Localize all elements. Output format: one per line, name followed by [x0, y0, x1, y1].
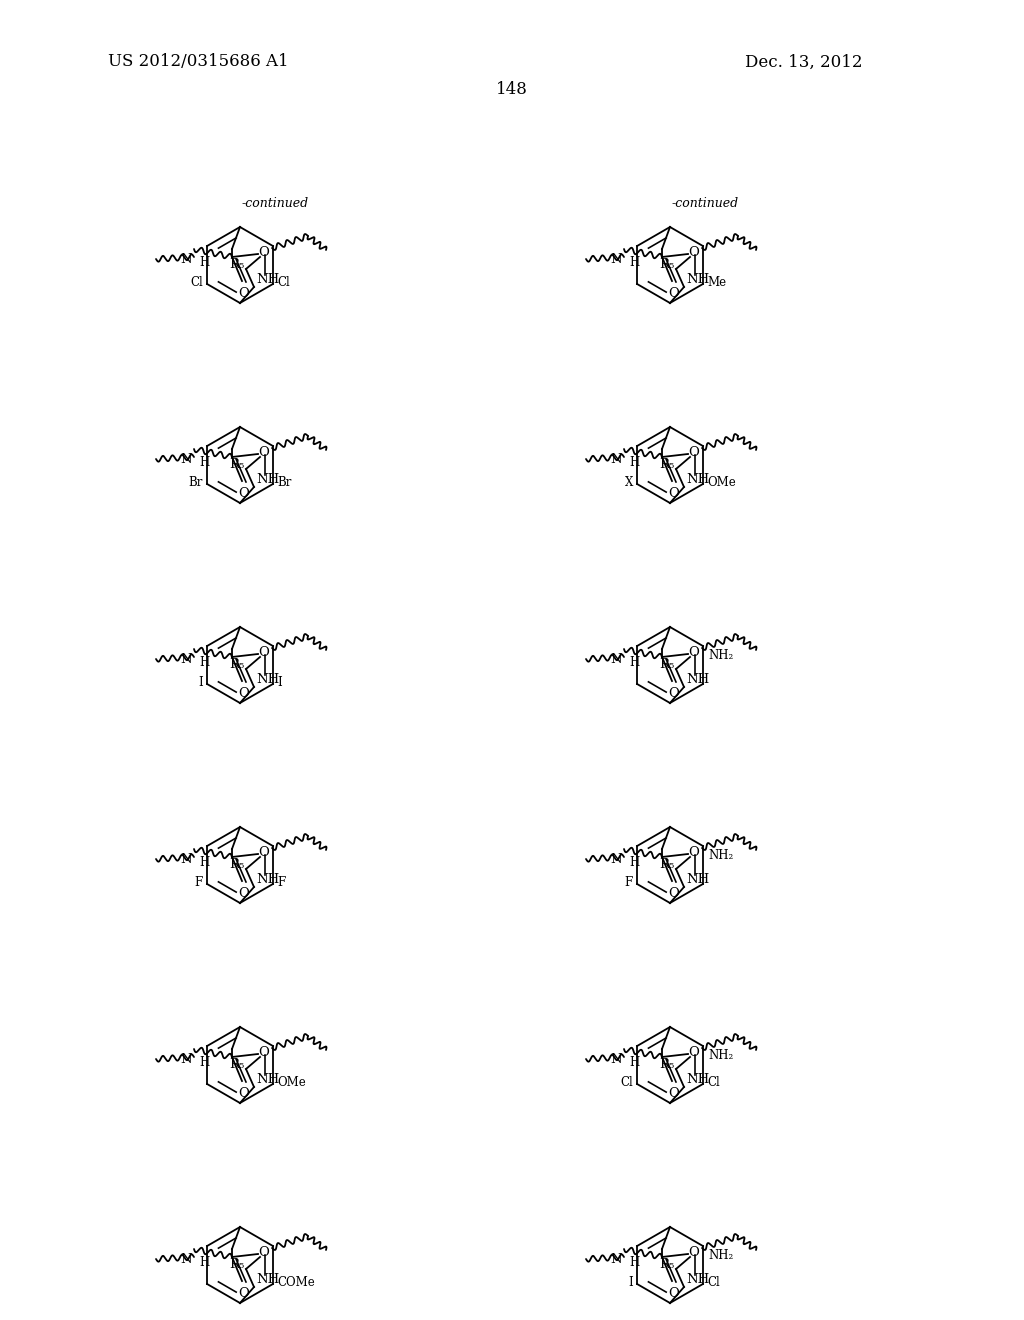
Text: R₅: R₅: [228, 858, 244, 871]
Text: Cl: Cl: [276, 276, 290, 289]
Text: NH: NH: [686, 273, 710, 286]
Text: NH: NH: [256, 873, 280, 886]
Text: H: H: [629, 1257, 639, 1269]
Text: NH: NH: [256, 473, 280, 486]
Text: Dec. 13, 2012: Dec. 13, 2012: [745, 54, 862, 70]
Text: N: N: [180, 1053, 193, 1067]
Text: Me: Me: [707, 276, 726, 289]
Text: H: H: [199, 256, 209, 269]
Text: O: O: [239, 286, 250, 300]
Text: NH₂: NH₂: [708, 1049, 733, 1063]
Text: -continued: -continued: [672, 197, 738, 210]
Text: N: N: [180, 853, 193, 866]
Text: R₅: R₅: [228, 1059, 244, 1071]
Text: N: N: [180, 453, 193, 466]
Text: N: N: [180, 653, 193, 667]
Text: H: H: [629, 1056, 639, 1069]
Text: N: N: [610, 653, 622, 667]
Text: R₅: R₅: [658, 458, 674, 471]
Text: Br: Br: [188, 475, 203, 488]
Text: Cl: Cl: [621, 1076, 633, 1089]
Text: Cl: Cl: [707, 1076, 720, 1089]
Text: NH₂: NH₂: [708, 849, 733, 862]
Text: H: H: [199, 855, 209, 869]
Text: O: O: [688, 645, 699, 659]
Text: NH: NH: [686, 1272, 710, 1286]
Text: H: H: [629, 455, 639, 469]
Text: R₅: R₅: [658, 858, 674, 871]
Text: R₅: R₅: [228, 657, 244, 671]
Text: O: O: [239, 1287, 250, 1300]
Text: NH: NH: [256, 673, 280, 686]
Text: O: O: [669, 1287, 680, 1300]
Text: O: O: [239, 487, 250, 500]
Text: H: H: [629, 256, 639, 269]
Text: O: O: [688, 246, 699, 259]
Text: O: O: [688, 1246, 699, 1258]
Text: O: O: [259, 446, 269, 458]
Text: O: O: [259, 1045, 269, 1059]
Text: OMe: OMe: [707, 475, 735, 488]
Text: US 2012/0315686 A1: US 2012/0315686 A1: [108, 54, 289, 70]
Text: R₅: R₅: [658, 257, 674, 271]
Text: O: O: [239, 887, 250, 900]
Text: I: I: [276, 676, 282, 689]
Text: O: O: [669, 487, 680, 500]
Text: O: O: [669, 686, 680, 700]
Text: -continued: -continued: [242, 197, 308, 210]
Text: N: N: [610, 853, 622, 866]
Text: H: H: [199, 1257, 209, 1269]
Text: O: O: [688, 1045, 699, 1059]
Text: N: N: [610, 453, 622, 466]
Text: NH: NH: [686, 673, 710, 686]
Text: R₅: R₅: [228, 1258, 244, 1271]
Text: NH₂: NH₂: [708, 1249, 733, 1262]
Text: R₅: R₅: [228, 458, 244, 471]
Text: NH: NH: [256, 1073, 280, 1086]
Text: R₅: R₅: [228, 257, 244, 271]
Text: F: F: [276, 875, 285, 888]
Text: NH₂: NH₂: [708, 649, 733, 663]
Text: COMe: COMe: [276, 1275, 314, 1288]
Text: R₅: R₅: [658, 1258, 674, 1271]
Text: O: O: [259, 645, 269, 659]
Text: H: H: [629, 855, 639, 869]
Text: F: F: [625, 875, 633, 888]
Text: 148: 148: [496, 82, 528, 99]
Text: H: H: [199, 1056, 209, 1069]
Text: H: H: [629, 656, 639, 669]
Text: OMe: OMe: [276, 1076, 305, 1089]
Text: O: O: [688, 846, 699, 858]
Text: N: N: [610, 1253, 622, 1266]
Text: O: O: [669, 286, 680, 300]
Text: I: I: [199, 676, 203, 689]
Text: O: O: [259, 1246, 269, 1258]
Text: N: N: [180, 1253, 193, 1266]
Text: O: O: [259, 246, 269, 259]
Text: R₅: R₅: [658, 1059, 674, 1071]
Text: O: O: [688, 446, 699, 458]
Text: O: O: [259, 846, 269, 858]
Text: O: O: [669, 1086, 680, 1100]
Text: NH: NH: [256, 1272, 280, 1286]
Text: N: N: [180, 253, 193, 267]
Text: N: N: [610, 253, 622, 267]
Text: F: F: [195, 875, 203, 888]
Text: Cl: Cl: [707, 1275, 720, 1288]
Text: I: I: [629, 1275, 633, 1288]
Text: NH: NH: [686, 473, 710, 486]
Text: H: H: [199, 455, 209, 469]
Text: O: O: [239, 1086, 250, 1100]
Text: Cl: Cl: [190, 276, 203, 289]
Text: O: O: [669, 887, 680, 900]
Text: H: H: [199, 656, 209, 669]
Text: N: N: [610, 1053, 622, 1067]
Text: NH: NH: [686, 873, 710, 886]
Text: X: X: [625, 475, 633, 488]
Text: O: O: [239, 686, 250, 700]
Text: NH: NH: [686, 1073, 710, 1086]
Text: Br: Br: [276, 475, 291, 488]
Text: R₅: R₅: [658, 657, 674, 671]
Text: NH: NH: [256, 273, 280, 286]
